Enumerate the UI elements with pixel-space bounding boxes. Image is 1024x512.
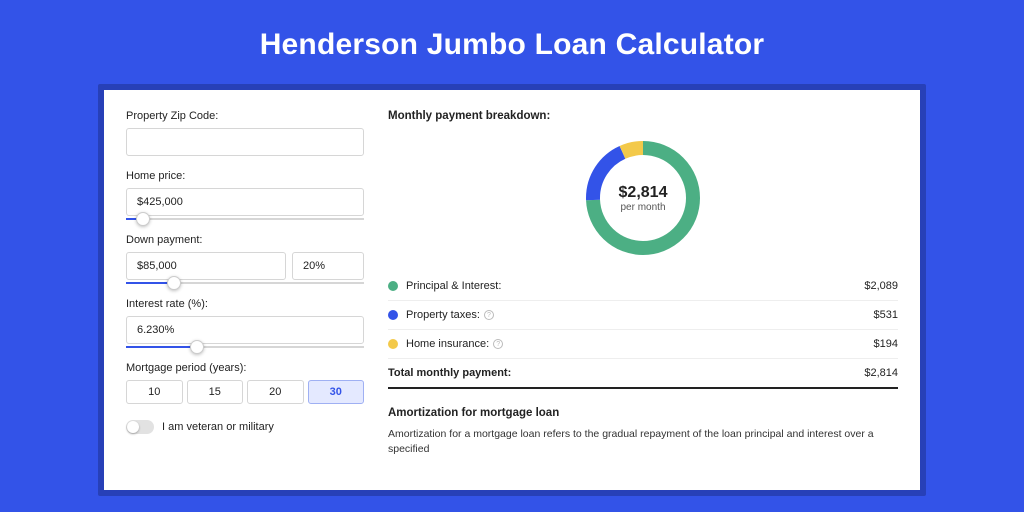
- panel-shadow: Property Zip Code: Home price: Down paym…: [98, 84, 926, 496]
- down-payment-slider-thumb[interactable]: [167, 276, 181, 290]
- payment-donut-chart: $2,814 per month: [583, 138, 703, 258]
- amortization-title: Amortization for mortgage loan: [388, 407, 898, 419]
- donut-chart-wrap: $2,814 per month: [388, 132, 898, 272]
- breakdown-line-items: Principal & Interest:$2,089Property taxe…: [388, 272, 898, 389]
- breakdown-total-label: Total monthly payment:: [388, 367, 864, 379]
- mortgage-period-option[interactable]: 10: [126, 380, 183, 404]
- veteran-toggle-row: I am veteran or military: [126, 420, 364, 434]
- mortgage-period-options: 10152030: [126, 380, 364, 404]
- breakdown-title: Monthly payment breakdown:: [388, 110, 898, 122]
- breakdown-line-label: Principal & Interest:: [406, 280, 864, 292]
- donut-center: $2,814 per month: [583, 138, 703, 258]
- breakdown-line-label: Property taxes:?: [406, 309, 874, 321]
- mortgage-period-option[interactable]: 20: [247, 380, 304, 404]
- veteran-label: I am veteran or military: [162, 421, 274, 433]
- legend-dot: [388, 281, 398, 291]
- interest-rate-slider-thumb[interactable]: [190, 340, 204, 354]
- interest-rate-slider[interactable]: [126, 346, 364, 348]
- mortgage-period-label: Mortgage period (years):: [126, 362, 364, 374]
- breakdown-line: Home insurance:?$194: [388, 330, 898, 359]
- breakdown-total-value: $2,814: [864, 367, 898, 379]
- home-price-input[interactable]: [126, 188, 364, 216]
- form-column: Property Zip Code: Home price: Down paym…: [126, 110, 364, 490]
- donut-sub: per month: [620, 202, 665, 213]
- legend-dot: [388, 339, 398, 349]
- breakdown-line-value: $194: [874, 338, 898, 350]
- down-payment-amount-input[interactable]: [126, 252, 286, 280]
- donut-amount: $2,814: [619, 184, 668, 202]
- info-icon[interactable]: ?: [493, 339, 503, 349]
- breakdown-line-value: $531: [874, 309, 898, 321]
- breakdown-line: Property taxes:?$531: [388, 301, 898, 330]
- calculator-panel: Property Zip Code: Home price: Down paym…: [104, 90, 920, 490]
- breakdown-line-value: $2,089: [864, 280, 898, 292]
- home-price-slider-thumb[interactable]: [136, 212, 150, 226]
- breakdown-total-line: Total monthly payment:$2,814: [388, 359, 898, 389]
- zip-field-group: Property Zip Code:: [126, 110, 364, 156]
- breakdown-column: Monthly payment breakdown: $2,814 per mo…: [388, 110, 898, 490]
- down-payment-slider[interactable]: [126, 282, 364, 284]
- interest-rate-field-group: Interest rate (%):: [126, 298, 364, 348]
- mortgage-period-option[interactable]: 30: [308, 380, 365, 404]
- interest-rate-input[interactable]: [126, 316, 364, 344]
- home-price-label: Home price:: [126, 170, 364, 182]
- mortgage-period-field-group: Mortgage period (years): 10152030: [126, 362, 364, 404]
- info-icon[interactable]: ?: [484, 310, 494, 320]
- down-payment-percent-input[interactable]: [292, 252, 364, 280]
- down-payment-field-group: Down payment:: [126, 234, 364, 284]
- down-payment-label: Down payment:: [126, 234, 364, 246]
- amortization-text: Amortization for a mortgage loan refers …: [388, 427, 898, 456]
- legend-dot: [388, 310, 398, 320]
- interest-rate-label: Interest rate (%):: [126, 298, 364, 310]
- home-price-field-group: Home price:: [126, 170, 364, 220]
- breakdown-line-label: Home insurance:?: [406, 338, 874, 350]
- zip-label: Property Zip Code:: [126, 110, 364, 122]
- veteran-toggle[interactable]: [126, 420, 154, 434]
- mortgage-period-option[interactable]: 15: [187, 380, 244, 404]
- home-price-slider[interactable]: [126, 218, 364, 220]
- breakdown-line: Principal & Interest:$2,089: [388, 272, 898, 301]
- page-title: Henderson Jumbo Loan Calculator: [0, 0, 1024, 84]
- zip-input[interactable]: [126, 128, 364, 156]
